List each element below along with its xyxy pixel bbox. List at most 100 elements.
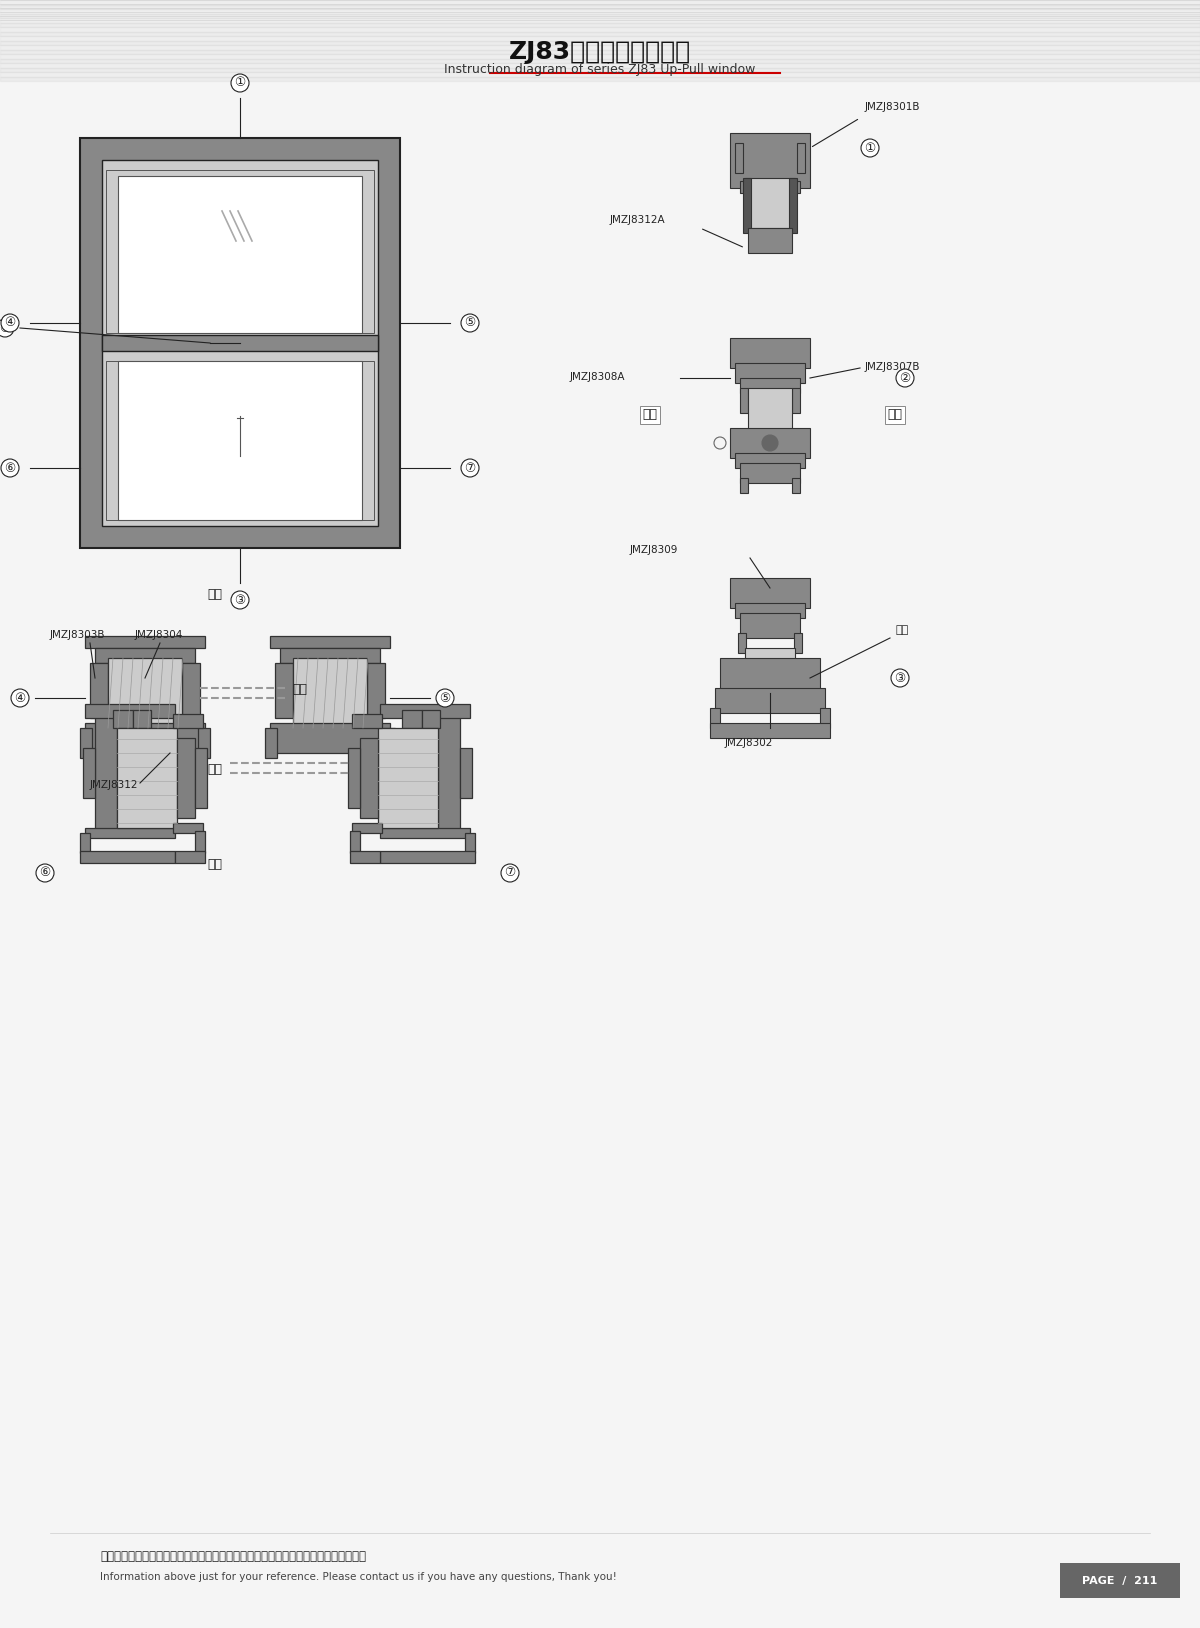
Bar [1060,1563,1180,1599]
Bar [0,28,1200,31]
Bar [740,614,800,638]
Bar [0,31,1200,36]
Bar [270,723,390,754]
Text: ⑦: ⑦ [504,866,516,879]
Bar [118,728,178,829]
Bar [730,428,810,457]
Text: 室内: 室内 [293,684,307,697]
Text: Information above just for your reference. Please contact us if you have any que: Information above just for your referenc… [100,1573,617,1582]
Bar [95,713,118,834]
Bar [173,824,203,834]
Bar [378,728,438,829]
Bar [194,830,205,853]
Bar [0,23,1200,28]
Bar [820,708,830,728]
Text: 室外: 室外 [208,858,222,871]
Text: JMZJ8307B: JMZJ8307B [865,361,920,373]
Bar [85,723,205,754]
Bar [106,361,374,519]
Bar [460,747,472,798]
Bar [745,648,796,663]
Bar [383,728,395,759]
Bar [402,710,422,728]
Bar [0,41,1200,46]
Bar [175,851,205,863]
Bar [380,851,475,863]
Bar [0,5,1200,10]
Bar [748,228,792,252]
Text: ③: ③ [234,594,246,607]
Bar [734,143,743,173]
Text: 胶条: 胶条 [895,625,908,635]
Bar [0,63,1200,67]
Bar [745,177,796,228]
Bar [380,703,470,718]
Bar [90,663,108,718]
Bar [0,67,1200,72]
Bar [265,728,277,759]
Text: 室外: 室外 [208,764,222,777]
Bar [740,387,748,414]
Bar [0,72,1200,77]
Bar [710,723,830,737]
Text: JMZJ8308A: JMZJ8308A [570,373,625,383]
Text: PAGE  /  211: PAGE / 211 [1082,1576,1158,1586]
Bar [280,648,380,663]
Text: JMZJ8303B: JMZJ8303B [50,630,106,640]
Text: ①: ① [864,142,876,155]
Bar [80,728,92,759]
Bar [113,710,133,728]
Bar [350,830,360,853]
Bar [422,710,440,728]
Bar [182,663,200,718]
Text: ⑤: ⑤ [439,692,451,705]
Bar [0,18,1200,23]
Bar [367,663,385,718]
Text: Instruction diagram of series ZJ83 Up-Pull window: Instruction diagram of series ZJ83 Up-Pu… [444,63,756,77]
Bar [710,708,720,728]
Bar [0,10,1200,13]
Bar [745,190,796,204]
Bar [102,160,378,526]
Text: ⑥: ⑥ [40,866,50,879]
Bar [0,0,1200,5]
Bar [743,177,751,233]
Bar [85,703,175,718]
Text: ④: ④ [14,692,25,705]
Text: ③: ③ [894,671,906,684]
Text: JMZJ8312: JMZJ8312 [90,780,138,790]
Bar [466,834,475,853]
Text: 室内: 室内 [208,588,222,601]
Bar [740,378,800,392]
Bar [0,54,1200,59]
Text: JMZJ8309: JMZJ8309 [630,545,678,555]
Bar [0,36,1200,41]
Text: ①: ① [234,77,246,90]
Text: JMZJ8304: JMZJ8304 [134,630,184,640]
Bar [348,747,360,807]
Text: ⑤: ⑤ [464,316,475,329]
Bar [80,138,400,549]
Bar [270,637,390,648]
Bar [734,602,805,619]
Bar [0,77,1200,81]
Bar [792,387,800,414]
Bar [748,387,792,433]
Bar [734,363,805,383]
Bar [720,658,820,694]
Bar [293,658,367,728]
Text: ⑦: ⑦ [464,461,475,474]
Bar [730,133,810,187]
Bar [730,339,810,368]
Bar [352,715,382,728]
Bar [350,851,380,863]
Bar [83,747,95,798]
Text: 图中所示型材截面、装配、编号、尺寸及重量仅供参考。如有疑问，请向本公司查询。: 图中所示型材截面、装配、编号、尺寸及重量仅供参考。如有疑问，请向本公司查询。 [100,1550,366,1563]
Bar [0,13,1200,18]
Bar [715,689,826,713]
Text: 室外: 室外 [888,409,902,422]
Bar [85,829,175,838]
Bar [352,824,382,834]
Bar [740,462,800,484]
Bar [106,169,374,334]
